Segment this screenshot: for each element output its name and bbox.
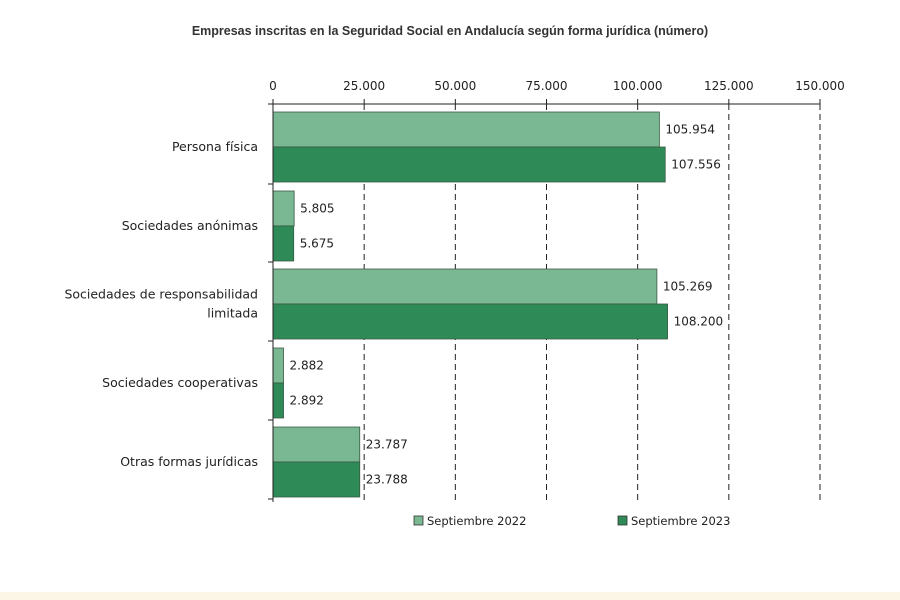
x-tick-label: 150.000 <box>795 79 845 93</box>
data-label: 107.556 <box>671 158 721 172</box>
legend-swatch <box>617 515 628 526</box>
bar <box>272 347 284 384</box>
bar <box>272 190 295 227</box>
data-label: 105.954 <box>665 123 715 137</box>
data-label: 5.805 <box>300 202 334 216</box>
bar <box>272 303 668 340</box>
x-tick-label: 125.000 <box>704 79 754 93</box>
chart-title: Empresas inscritas en la Seguridad Socia… <box>191 24 709 38</box>
category-label: Sociedades cooperativas <box>102 375 258 390</box>
category-label: Sociedades anónimas <box>122 218 258 233</box>
data-label: 2.892 <box>290 394 324 408</box>
x-tick-label: 100.000 <box>613 79 663 93</box>
data-label: 2.882 <box>290 359 324 373</box>
bar <box>272 146 666 183</box>
bar <box>272 426 361 463</box>
bar <box>272 225 295 262</box>
x-tick-label: 75.000 <box>526 79 568 93</box>
x-tick-label: 0 <box>269 79 277 93</box>
bar <box>272 382 284 419</box>
category-label: Sociedades de responsabilidad <box>64 287 258 302</box>
data-label: 108.200 <box>674 315 724 329</box>
category-label: limitada <box>207 306 258 321</box>
category-label: Persona física <box>172 139 258 154</box>
footer-band <box>0 592 900 600</box>
legend-label: Septiembre 2022 <box>427 514 526 528</box>
bar <box>272 461 361 498</box>
category-label: Otras formas jurídicas <box>120 454 258 469</box>
legend-swatch <box>413 515 424 526</box>
data-label: 5.675 <box>300 237 334 251</box>
x-tick-label: 25.000 <box>343 79 385 93</box>
bar <box>272 111 660 148</box>
x-tick-label: 50.000 <box>434 79 476 93</box>
bar <box>272 268 658 305</box>
data-label: 23.787 <box>366 438 408 452</box>
legend-label: Septiembre 2023 <box>631 514 730 528</box>
data-label: 105.269 <box>663 280 713 294</box>
data-label: 23.788 <box>366 473 408 487</box>
